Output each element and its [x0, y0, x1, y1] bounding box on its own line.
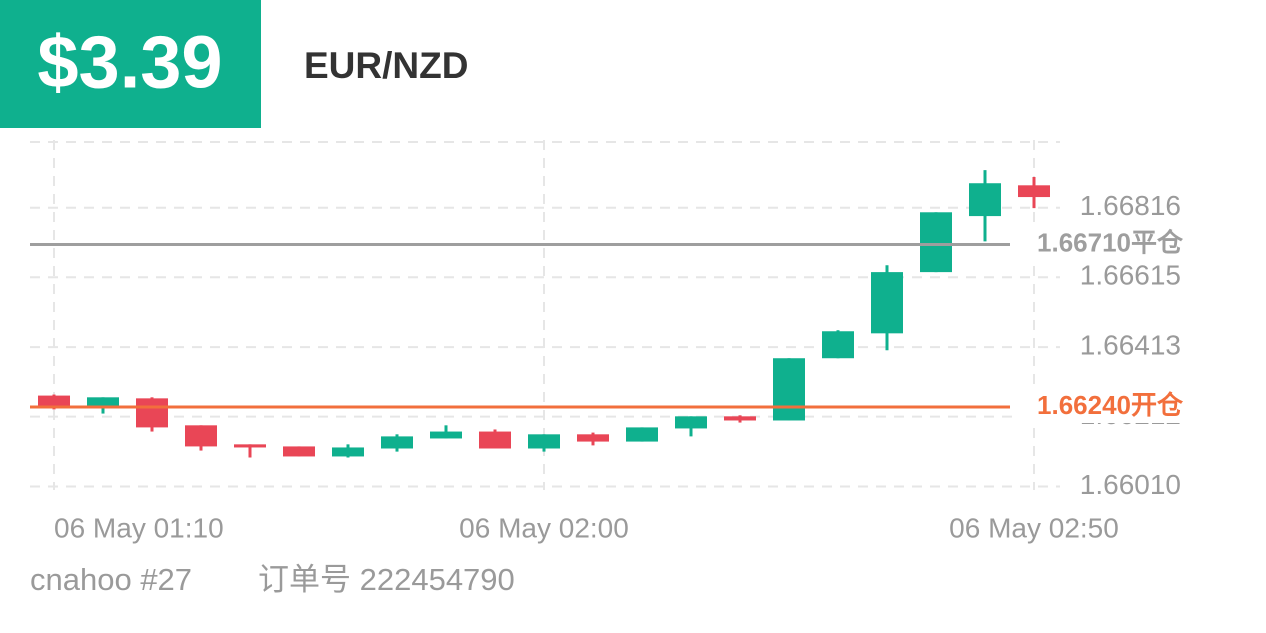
level-label-bg [1012, 228, 1184, 261]
candle-body [920, 212, 952, 273]
level-label-bg [1012, 390, 1184, 423]
candle-body [283, 446, 315, 457]
level-label: 1.66710平仓 [1037, 227, 1184, 257]
x-tick-label: 06 May 01:10 [54, 512, 224, 543]
x-tick-label: 06 May 02:50 [949, 512, 1119, 543]
candle-body [577, 434, 609, 442]
y-tick-label: 1.66615 [1080, 260, 1181, 291]
candle-body [87, 397, 119, 406]
symbol: EUR/NZD [304, 45, 468, 86]
candle-body [626, 427, 658, 442]
candle-body [381, 436, 413, 449]
candle-body [822, 331, 854, 359]
y-tick-label: 1.66010 [1080, 469, 1181, 500]
candle-body [528, 434, 560, 449]
candle-body [675, 416, 707, 429]
amount: $3.39 [37, 21, 222, 104]
candle-body [38, 395, 70, 407]
candle-body [185, 425, 217, 447]
y-tick-label: 1.66816 [1080, 190, 1181, 221]
candle-body [969, 183, 1001, 217]
user: cnahoo #27 [30, 562, 192, 597]
candle-body [234, 444, 266, 448]
order-number: 订单号 222454790 [258, 562, 515, 597]
candle-body [871, 272, 903, 334]
candle-body [332, 447, 364, 457]
candle-body [773, 358, 805, 421]
candle-body [724, 416, 756, 421]
y-tick-label: 1.66413 [1080, 330, 1181, 361]
candle-body [479, 431, 511, 449]
candle-body [136, 398, 168, 428]
level-label: 1.66240开仓 [1037, 390, 1184, 420]
x-tick-label: 06 May 02:00 [459, 512, 629, 543]
amount-box [0, 0, 261, 128]
candle-body [430, 431, 462, 439]
candle-body [1018, 185, 1050, 198]
